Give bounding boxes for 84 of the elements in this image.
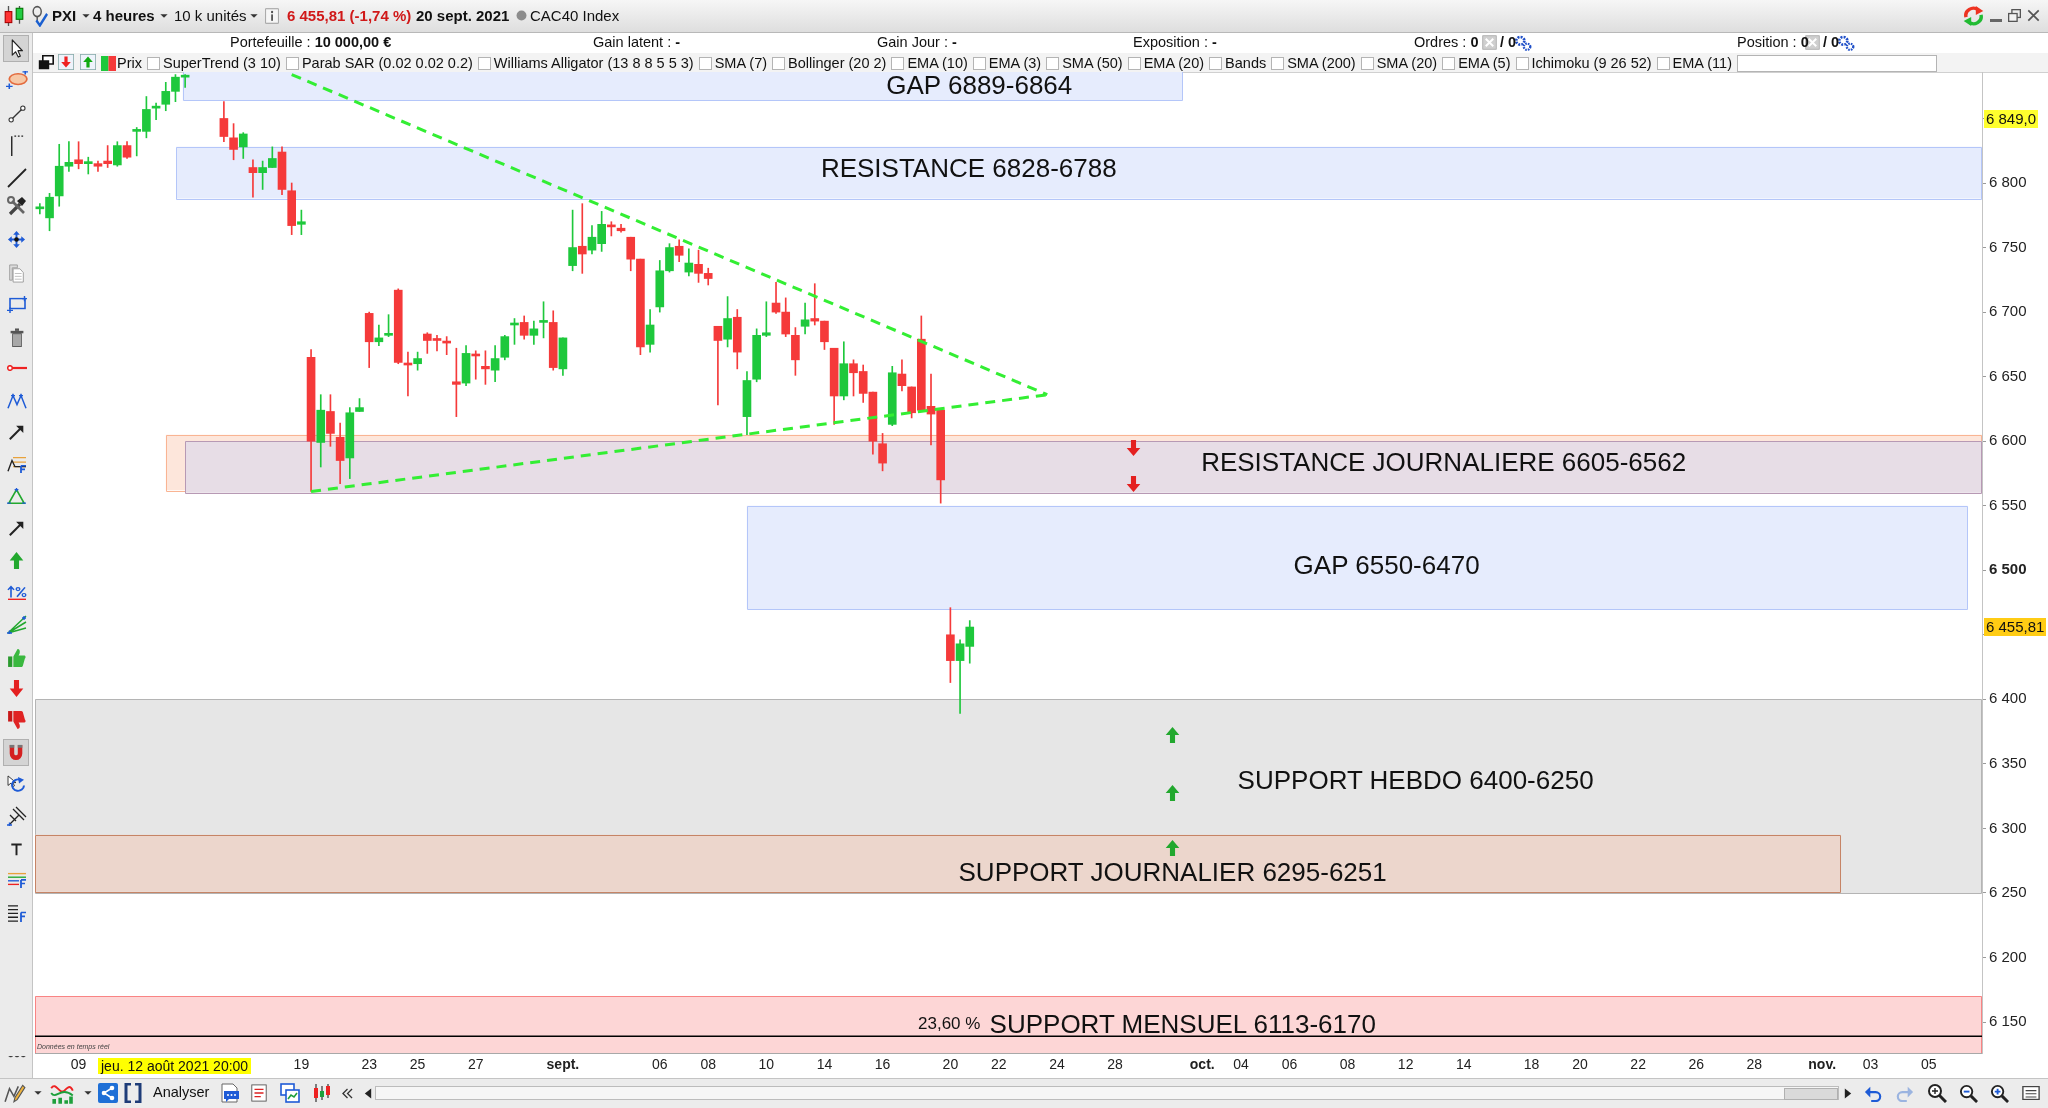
x-tick-label: 12 [1397,1056,1414,1073]
y-tick-label: 6 350 [1989,754,2027,771]
text: EMA (10) [907,54,968,73]
text: Prix [117,54,142,73]
text: SMA (20) [1376,54,1438,73]
y-tick-label: 6 700 [1989,302,2027,320]
text: / 0 [1500,34,1517,52]
band-label: RESISTANCE JOURNALIERE 6605-6562 [1201,446,1687,477]
x-tick-label: 28 [1107,1056,1124,1073]
y-tick-label: 6 150 [1989,1012,2027,1030]
y-tick-label: 6 400 [1989,689,2027,707]
text: jeu. 12 août 2021 20:00 [98,1057,252,1075]
y-tick-label: 6 500 [1989,560,2027,578]
x-tick-label: 06 [651,1056,668,1073]
text: EMA (11) [1672,54,1732,73]
text: Bands [1225,54,1267,73]
y-tick-label: 6 750 [1989,237,2027,255]
text: Position : 0 [1737,34,1809,52]
band-label: SUPPORT HEBDO 6400-6250 [1237,765,1594,796]
y-tick-label: 6 650 [1989,366,2027,384]
x-tick-label: 09 [70,1056,87,1073]
x-tick-label: 22 [1630,1056,1647,1073]
text: Exposition : - [1133,34,1217,52]
x-tick-label: 03 [1862,1056,1879,1073]
text: 10 k unités [174,7,247,25]
text: Parab SAR (0.02 0.02 0.2) [301,54,473,73]
text: SMA (50) [1062,54,1123,73]
text: Bollinger (20 2) [788,54,887,73]
x-tick-label: oct. [1189,1056,1215,1073]
y-tick-label: 6 250 [1989,883,2027,901]
x-tick-label: 26 [1688,1056,1705,1073]
text: Williams Alligator (13 8 8 5 5 3) [493,54,694,73]
y-tick-label: 6 600 [1989,431,2027,449]
text: 6 455,81 (-1,74 %) [287,7,412,25]
x-tick-label: 16 [874,1056,891,1073]
text: Analyser [153,1084,210,1102]
band-label: GAP 6889-6864 [886,70,1073,101]
text: Gain Jour : - [877,34,957,52]
y-tick-label: 6 550 [1989,495,2027,513]
x-tick-label: 28 [1746,1056,1763,1073]
x-tick-label: 19 [293,1056,310,1073]
text: 20 sept. 2021 [416,7,510,25]
annotation: 23,60 % [918,1013,981,1035]
band-label: SUPPORT JOURNALIER 6295-6251 [958,857,1387,888]
x-tick-label: 08 [1339,1056,1356,1073]
text: Ordres : 0 [1414,34,1479,52]
text: Gain latent : - [593,34,681,52]
band-label: GAP 6550-6470 [1293,549,1480,580]
text: EMA (5) [1458,54,1511,73]
x-tick-label: 23 [361,1056,378,1073]
text: 6 849,0 [1984,110,2039,128]
text: SuperTrend (3 10) [162,54,281,73]
x-tick-label: 22 [991,1056,1007,1073]
band-label: SUPPORT MENSUEL 6113-6170 [989,1008,1376,1039]
x-tick-label: sept. [546,1056,580,1073]
text: PXI [52,7,77,25]
x-tick-label: 20 [942,1056,959,1073]
text: 4 heures [93,7,155,25]
text: Portefeuille : 10 000,00 € [230,34,392,52]
x-tick-label: 14 [816,1056,833,1073]
x-tick-label: 10 [758,1056,775,1073]
text: SMA (200) [1287,54,1356,73]
y-tick-label: 6 300 [1989,818,2027,836]
x-tick-label: 20 [1572,1056,1588,1073]
x-tick-label: 06 [1281,1056,1298,1073]
x-tick-label: 24 [1049,1056,1065,1073]
text: CAC40 Index [530,7,620,25]
text: EMA (3) [988,54,1042,73]
text: / 0 [1823,34,1840,52]
text: EMA (20) [1143,54,1205,73]
x-tick-label: 04 [1233,1056,1249,1073]
x-tick-label: 18 [1523,1056,1540,1073]
x-tick-label: 25 [409,1056,426,1073]
text: 6 455,81 [1984,618,2047,636]
x-tick-label: 14 [1455,1056,1472,1073]
x-tick-label: 08 [700,1056,717,1073]
text: Ichimoku (9 26 52) [1531,54,1652,73]
y-tick-label: 6 200 [1989,947,2027,965]
y-tick-label: 6 800 [1989,173,2027,191]
band-label: RESISTANCE 6828-6788 [820,152,1117,183]
x-tick-label: 27 [467,1056,484,1073]
x-tick-label: 05 [1920,1056,1937,1073]
x-tick-label: nov. [1808,1056,1837,1073]
text: SMA (7) [714,54,768,73]
